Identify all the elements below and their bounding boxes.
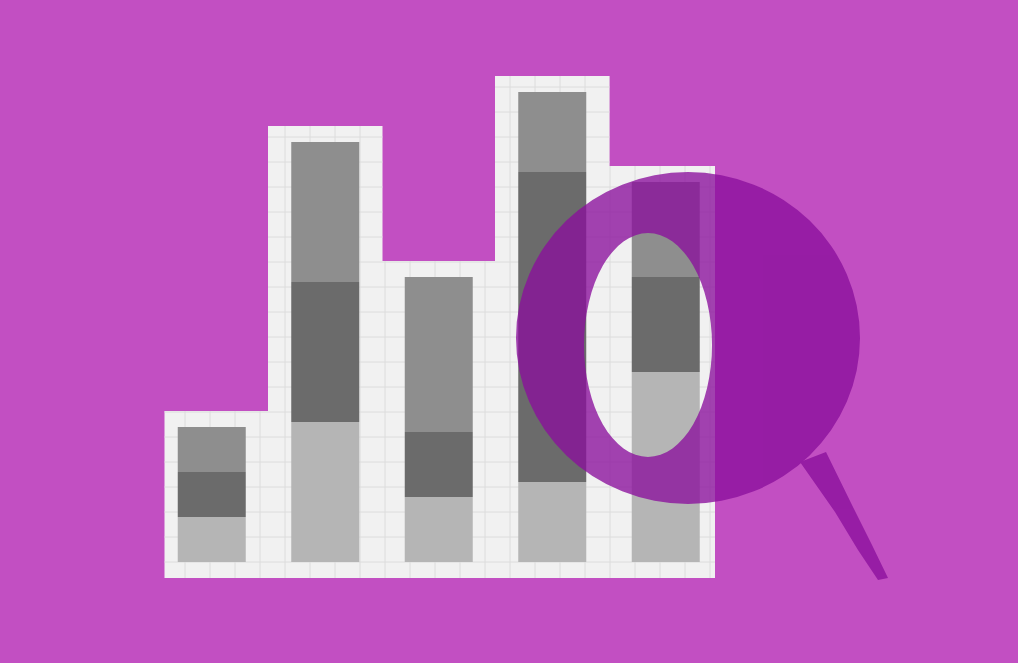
grid-line-vertical <box>360 0 361 663</box>
bar-segment <box>178 427 246 472</box>
grid-line-vertical <box>485 0 486 663</box>
chart-root <box>0 0 1018 663</box>
bar-segment <box>405 432 473 497</box>
grid-line-vertical <box>235 0 236 663</box>
grid-line-vertical <box>285 0 286 663</box>
bar-segment <box>405 277 473 432</box>
grid-line-vertical <box>385 0 386 663</box>
bar-segment <box>178 472 246 517</box>
bar-segment <box>632 277 700 372</box>
grid-line-vertical <box>260 0 261 663</box>
grid-line-vertical <box>135 0 136 663</box>
grid-line-vertical <box>710 0 711 663</box>
bar-segment <box>291 142 359 282</box>
bar-segment <box>178 517 246 562</box>
grid-line-vertical <box>160 0 161 663</box>
bars <box>178 92 700 562</box>
chart-svg <box>0 0 1018 663</box>
bar-segment <box>405 497 473 562</box>
bar-segment <box>518 92 586 172</box>
grid-line <box>135 112 743 113</box>
grid-line-vertical <box>185 0 186 663</box>
background <box>0 0 1018 663</box>
panel <box>165 76 716 578</box>
bar-segment <box>518 482 586 562</box>
grid-line <box>135 87 743 88</box>
grid-line-vertical <box>210 0 211 663</box>
grid-line <box>135 162 743 163</box>
grid-line <box>135 62 743 63</box>
grid <box>135 0 743 663</box>
panel-column <box>165 411 270 578</box>
grid-line-vertical <box>510 0 511 663</box>
magnifier-handle <box>800 452 888 580</box>
bar-segment <box>291 422 359 562</box>
panel-column <box>382 261 497 578</box>
bar-segment <box>291 282 359 422</box>
magnifier-ring <box>516 172 860 504</box>
grid-line-vertical <box>610 0 611 663</box>
magnifier <box>516 172 888 580</box>
grid-line <box>135 137 743 138</box>
